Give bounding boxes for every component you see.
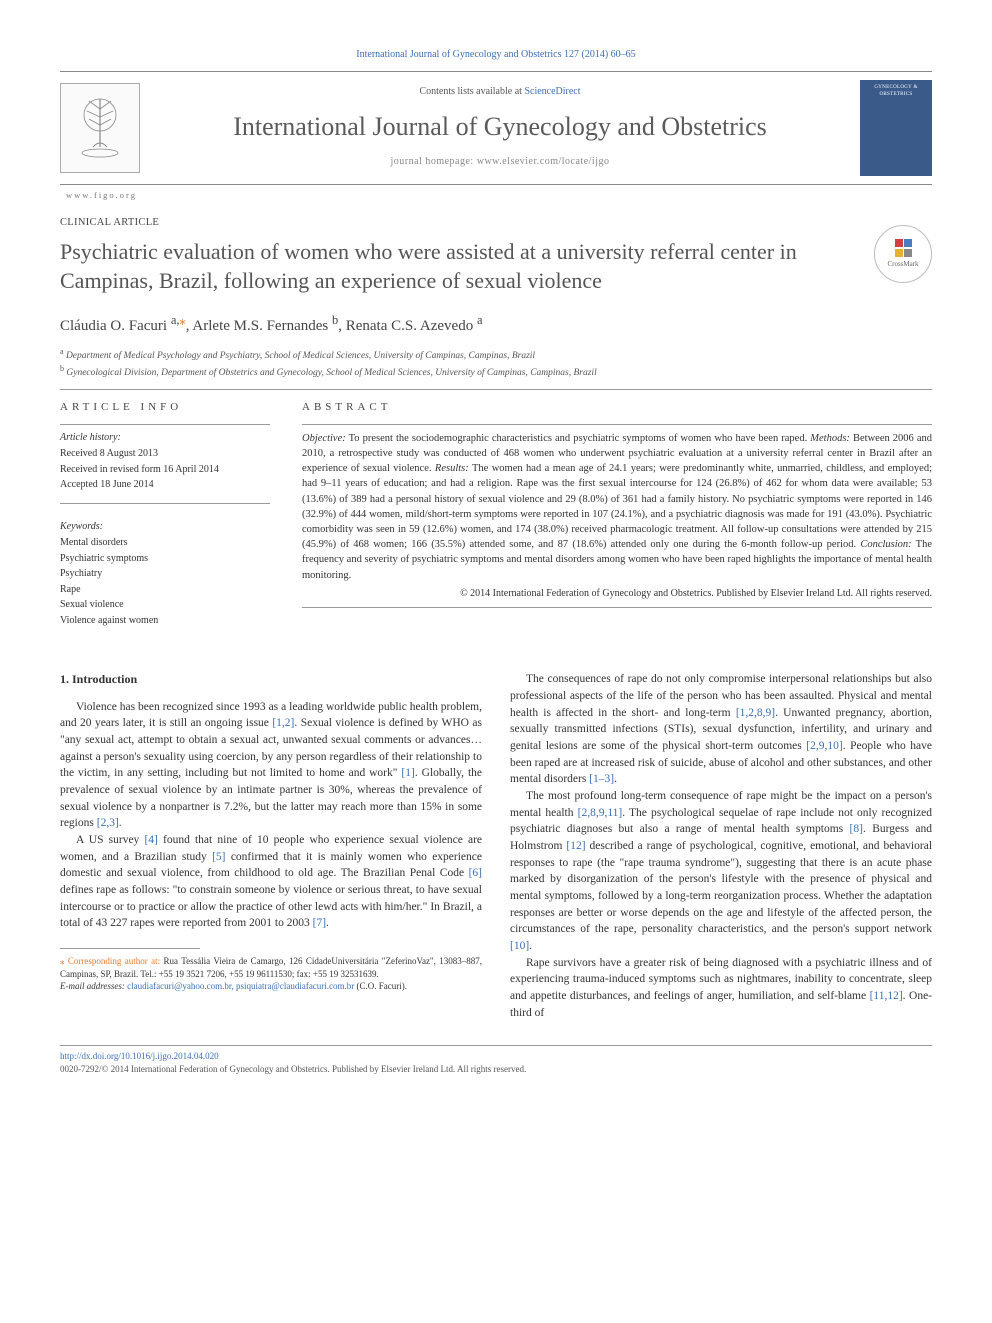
- article-title: Psychiatric evaluation of women who were…: [60, 238, 820, 295]
- body-paragraph: A US survey [4] found that nine of 10 pe…: [60, 832, 482, 932]
- elsevier-tree-icon: [75, 93, 125, 163]
- corresponding-author: ⁎ Corresponding author at: Rua Tessália …: [60, 955, 482, 980]
- keyword: Rape: [60, 583, 270, 598]
- divider: [60, 424, 270, 425]
- journal-homepage: journal homepage: www.elsevier.com/locat…: [152, 155, 848, 170]
- history-label: Article history:: [60, 431, 270, 446]
- journal-masthead: Contents lists available at ScienceDirec…: [60, 71, 932, 185]
- keyword: Psychiatric symptoms: [60, 552, 270, 567]
- email-line: E-mail addresses: claudiafacuri@yahoo.co…: [60, 980, 482, 993]
- received-date: Received 8 August 2013: [60, 447, 270, 462]
- crossmark-sq-yellow: [895, 249, 903, 257]
- abstract-copyright: © 2014 International Federation of Gynec…: [302, 587, 932, 602]
- affiliation-b: b Gynecological Division, Department of …: [60, 363, 932, 380]
- divider: [60, 389, 932, 390]
- affiliations: a Department of Medical Psychology and P…: [60, 346, 932, 381]
- keyword: Sexual violence: [60, 598, 270, 613]
- top-citation: International Journal of Gynecology and …: [60, 48, 932, 63]
- keyword: Violence against women: [60, 614, 270, 629]
- right-column: The consequences of rape do not only com…: [510, 671, 932, 1021]
- divider: [60, 503, 270, 504]
- doi-link[interactable]: http://dx.doi.org/10.1016/j.ijgo.2014.04…: [60, 1051, 219, 1061]
- crossmark-label: CrossMark: [887, 259, 918, 269]
- affiliation-a: a Department of Medical Psychology and P…: [60, 346, 932, 363]
- crossmark-sq-grey: [904, 249, 912, 257]
- body-paragraph: Rape survivors have a greater risk of be…: [510, 955, 932, 1022]
- revised-date: Received in revised form 16 April 2014: [60, 463, 270, 478]
- keyword: Psychiatry: [60, 567, 270, 582]
- issn-copyright: 0020-7292/© 2014 International Federatio…: [60, 1063, 932, 1076]
- accepted-date: Accepted 18 June 2014: [60, 478, 270, 493]
- sciencedirect-link[interactable]: ScienceDirect: [524, 86, 580, 97]
- contents-lists-line: Contents lists available at ScienceDirec…: [152, 85, 848, 100]
- journal-title: International Journal of Gynecology and …: [152, 108, 848, 146]
- homepage-label: journal homepage:: [391, 156, 477, 167]
- body-paragraph: The consequences of rape do not only com…: [510, 671, 932, 788]
- article-section-label: CLINICAL ARTICLE: [60, 215, 932, 230]
- journal-cover-thumb: GYNECOLOGY & OBSTETRICS: [860, 80, 932, 176]
- page-footer: http://dx.doi.org/10.1016/j.ijgo.2014.04…: [60, 1045, 932, 1076]
- article-info-heading: ARTICLE INFO: [60, 400, 270, 416]
- abstract-text: Objective: To present the sociodemograph…: [302, 431, 932, 583]
- divider: [302, 607, 932, 608]
- homepage-url[interactable]: www.elsevier.com/locate/ijgo: [477, 156, 610, 167]
- author-emails[interactable]: claudiafacuri@yahoo.com.br, psiquiatra@c…: [127, 981, 354, 991]
- author-list: Cláudia O. Facuri a,⁎, Arlete M.S. Ferna…: [60, 311, 932, 338]
- cover-title-text: GYNECOLOGY & OBSTETRICS: [860, 84, 932, 99]
- figo-url[interactable]: www.figo.org: [60, 189, 932, 201]
- crossmark-sq-blue: [904, 239, 912, 247]
- body-paragraph: The most profound long-term consequence …: [510, 788, 932, 955]
- contents-prefix: Contents lists available at: [419, 86, 524, 97]
- keyword: Mental disorders: [60, 536, 270, 551]
- section-1-heading: 1. Introduction: [60, 671, 482, 688]
- footnote-divider: [60, 948, 200, 949]
- left-column: 1. Introduction Violence has been recogn…: [60, 671, 482, 1021]
- publisher-logo: [60, 83, 140, 173]
- article-info-column: ARTICLE INFO Article history: Received 8…: [60, 400, 270, 629]
- keywords-label: Keywords:: [60, 520, 270, 535]
- crossmark-badge[interactable]: CrossMark: [874, 225, 932, 283]
- crossmark-sq-red: [895, 239, 903, 247]
- footnotes: ⁎ Corresponding author at: Rua Tessália …: [60, 955, 482, 993]
- abstract-heading: ABSTRACT: [302, 400, 932, 416]
- abstract-column: ABSTRACT Objective: To present the socio…: [302, 400, 932, 629]
- body-paragraph: Violence has been recognized since 1993 …: [60, 699, 482, 832]
- divider: [302, 424, 932, 425]
